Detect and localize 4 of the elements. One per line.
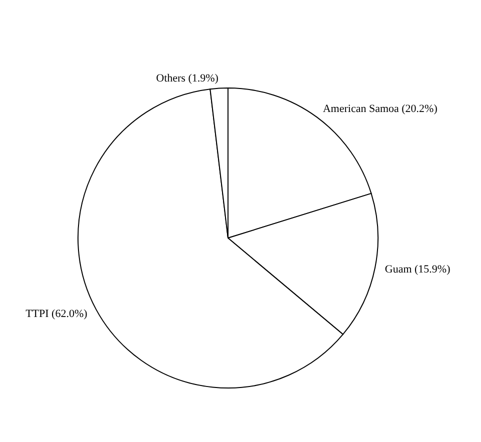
slice-label: Guam (15.9%) [384, 263, 451, 276]
slice-label: TTPI (62.0%) [26, 308, 88, 320]
slice-label: Others (1.9%) [156, 72, 219, 84]
slice-label: American Samoa (20.2%) [322, 103, 438, 116]
